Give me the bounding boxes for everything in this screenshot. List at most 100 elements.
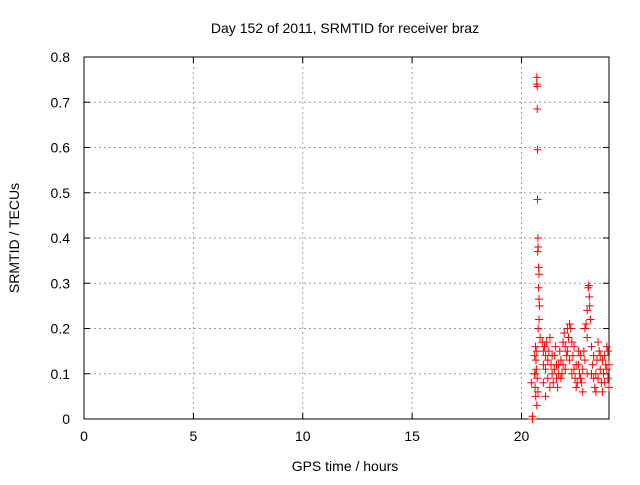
y-tick-label: 0.5 [51,185,71,201]
data-point [575,369,584,378]
chart-title: Day 152 of 2011, SRMTID for receiver bra… [211,20,479,36]
data-point [602,342,611,351]
data-point [560,329,569,338]
x-tick-label: 5 [189,428,197,444]
data-point [533,234,542,242]
data-point [548,351,557,360]
data-point [527,378,536,387]
data-point [580,356,589,365]
data-point [583,306,592,315]
data-point [594,338,603,347]
x-tick-label: 15 [404,428,420,444]
data-point [535,301,544,310]
data-point [568,351,577,360]
data-point [586,315,595,324]
data-point [533,374,542,383]
data-point [533,145,542,154]
data-point [570,365,578,374]
data-point [602,365,611,374]
data-point [549,378,558,387]
data-point [590,383,599,392]
y-tick-label: 0.7 [51,94,71,110]
y-tick-label: 0.1 [51,366,71,382]
data-point [541,365,550,374]
data-point [596,351,605,360]
y-axis-label: SRMTID / TECUs [6,183,22,293]
data-point [576,374,585,383]
data-point [556,356,565,365]
data-point [532,73,541,82]
data-point [594,374,603,383]
data-point [531,342,540,351]
data-point [534,263,543,272]
y-tick-label: 0.3 [51,275,71,291]
data-point [585,292,594,301]
data-point [543,374,552,383]
data-point [603,374,612,383]
data-point [559,338,568,347]
y-tick-label: 0.6 [51,140,71,156]
data-point [578,365,587,374]
data-point [534,283,543,292]
data-point [565,356,574,365]
data-point [591,387,600,396]
data-point [551,342,560,351]
data-point [572,360,581,369]
data-point [570,342,578,351]
data-point [561,342,570,351]
data-point [567,369,576,378]
data-point [539,378,548,387]
data-point [583,369,592,378]
data-point [555,347,564,356]
data-point [542,338,551,347]
data-point [598,356,607,365]
data-point [559,360,568,369]
data-point [545,333,554,342]
data-point [550,365,559,374]
grid [84,57,609,419]
data-point [533,195,542,204]
data-point [566,324,575,333]
data-point [532,401,541,410]
data-point [574,347,583,356]
data-point [583,333,592,342]
data-point [531,392,540,401]
data-point [576,351,585,360]
data-point [584,283,593,292]
data-point [563,347,572,356]
data-point [605,383,613,392]
y-tick-label: 0.4 [51,230,71,246]
data-point [536,333,545,342]
data-point [582,319,591,328]
x-tick-label: 10 [295,428,311,444]
data-point [588,360,597,369]
data-point [531,369,540,378]
data-point [578,387,587,396]
data-point [533,247,542,256]
data-point [587,342,596,351]
data-point [540,342,549,351]
data-point [564,333,573,342]
y-tick-label: 0.2 [51,321,71,337]
data-point [531,356,540,365]
data-point [534,324,543,333]
data-point [545,383,554,392]
data-point [580,324,589,333]
data-point [531,383,540,392]
data-point [535,270,543,279]
axis-ticks: 0 5 10 15 20 0 0.1 0.2 0.3 0.4 0.5 0.6 0.7 0.8 [51,49,609,444]
data-point [535,295,543,304]
y-tick-label: 0 [62,411,70,427]
data-point [567,338,576,347]
data-point [528,412,537,421]
data-point [532,365,541,374]
data-point [530,351,539,360]
data-point [539,360,548,369]
data-point [565,319,574,328]
data-point [533,105,542,114]
data-point [535,315,543,324]
data-point [577,378,586,387]
data-point [600,378,609,387]
data-point [543,356,552,365]
